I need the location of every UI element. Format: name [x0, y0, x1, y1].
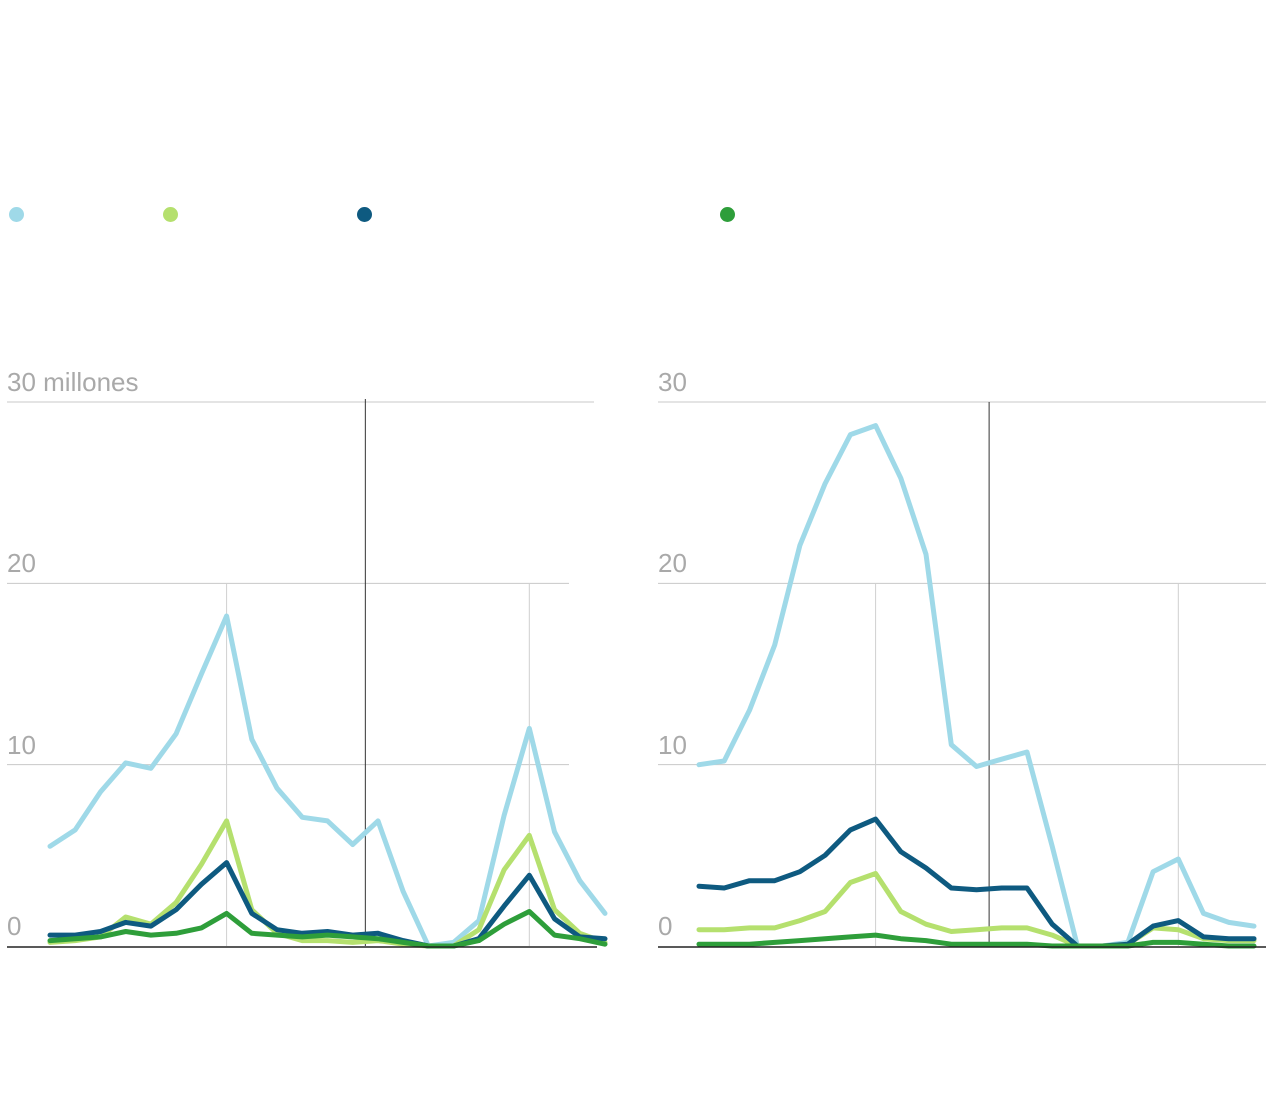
right-series-line-4	[696, 932, 1257, 949]
legend-dot-series-1	[9, 207, 24, 222]
left-ytick-10: 10	[7, 730, 36, 760]
legend-dot-series-3	[357, 207, 372, 222]
left-ytick-20: 20	[7, 548, 36, 578]
chart-left: 30 millones 20 10 0	[7, 367, 608, 949]
right-series-line-2	[696, 871, 1257, 949]
left-ytick-30: 30 millones	[7, 367, 139, 397]
legend	[0, 200, 1280, 230]
right-ytick-0: 0	[658, 911, 672, 941]
right-ytick-10: 10	[658, 730, 687, 760]
left-series-line-4	[47, 909, 608, 949]
right-series-line-1	[696, 423, 1257, 949]
left-ytick-0: 0	[7, 911, 21, 941]
left-series-line-2	[47, 818, 608, 949]
left-series-line-3	[47, 860, 608, 949]
chart-right: 30 20 10 0	[658, 367, 1266, 949]
right-ytick-20: 20	[658, 548, 687, 578]
right-series-line-3	[696, 816, 1257, 949]
left-series-line-1	[47, 613, 608, 949]
legend-dot-series-4	[720, 207, 735, 222]
right-ytick-30: 30	[658, 367, 687, 397]
legend-dot-series-2	[163, 207, 178, 222]
